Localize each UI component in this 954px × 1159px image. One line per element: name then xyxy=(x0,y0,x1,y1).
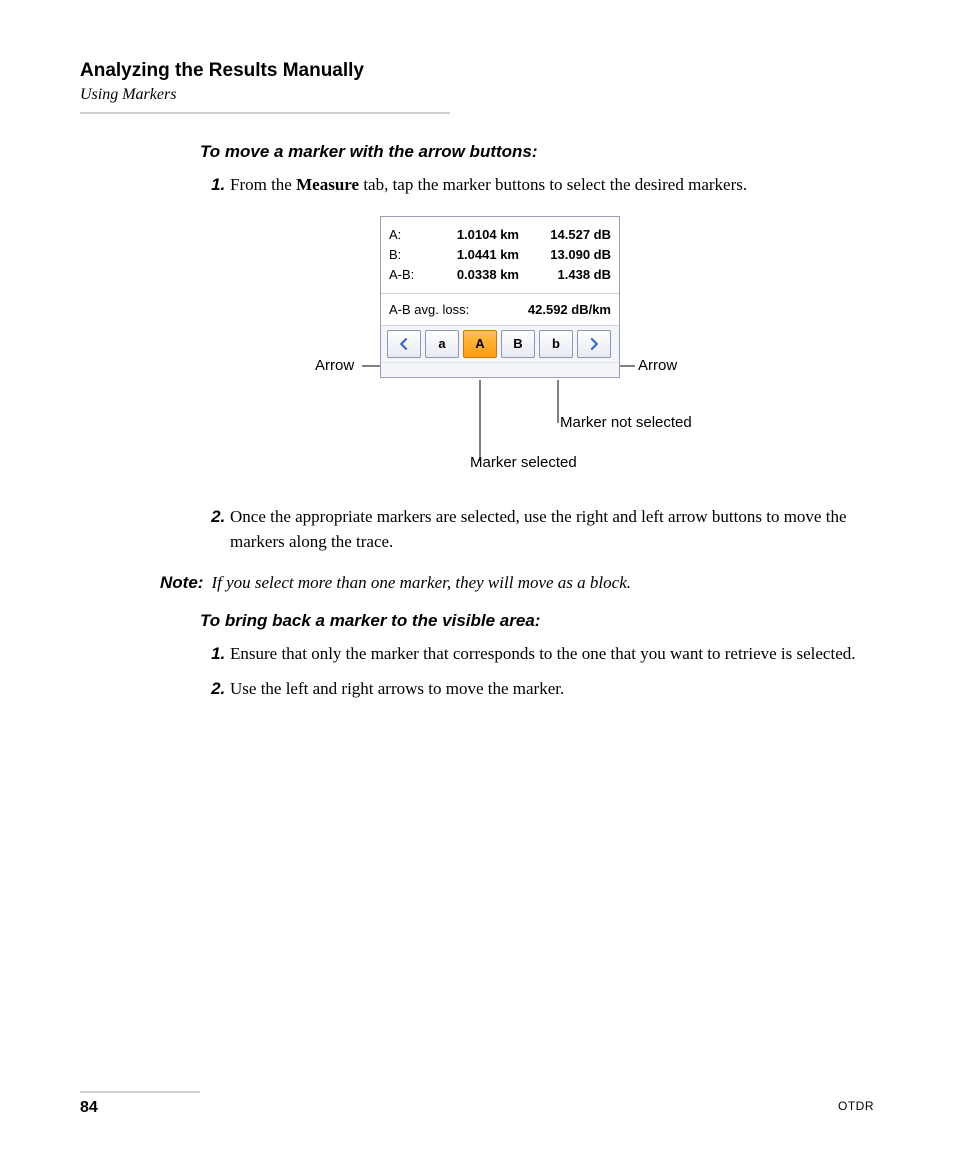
note-label: Note: xyxy=(160,573,203,593)
annot-marker-selected: Marker selected xyxy=(470,454,577,471)
panel-bottom-strip xyxy=(381,362,619,377)
ui-illustration: Arrow Arrow Marker not selected Marker s… xyxy=(230,216,780,486)
procedure1-list-cont: Once the appropriate markers are selecte… xyxy=(200,504,874,555)
row-loss: 1.438 dB xyxy=(525,265,611,285)
doc-label: OTDR xyxy=(838,1099,874,1117)
annot-arrow-left: Arrow xyxy=(315,357,354,374)
marker-button-row: a A B b xyxy=(381,325,619,362)
data-row-a: A: 1.0104 km 14.527 dB xyxy=(389,225,611,245)
data-row-ab: A-B: 0.0338 km 1.438 dB xyxy=(389,265,611,285)
procedure2-step2: Use the left and right arrows to move th… xyxy=(230,676,874,702)
row-loss: 14.527 dB xyxy=(525,225,611,245)
marker-a-upper-button[interactable]: A xyxy=(463,330,497,358)
step1-prefix: From the xyxy=(230,175,296,194)
page-number: 84 xyxy=(80,1099,98,1117)
row-label: A: xyxy=(389,225,429,245)
footer-rule xyxy=(80,1091,200,1093)
marker-panel: A: 1.0104 km 14.527 dB B: 1.0441 km 13.0… xyxy=(380,216,620,378)
marker-data-block: A: 1.0104 km 14.527 dB B: 1.0441 km 13.0… xyxy=(381,217,619,289)
subsection-title: Using Markers xyxy=(80,86,874,104)
page-footer: 84 OTDR xyxy=(80,1091,874,1117)
marker-b-upper-button[interactable]: B xyxy=(501,330,535,358)
procedure2-list: Ensure that only the marker that corresp… xyxy=(200,641,874,702)
arrow-right-button[interactable] xyxy=(577,330,611,358)
procedure1-heading: To move a marker with the arrow buttons: xyxy=(200,142,874,162)
arrow-left-button[interactable] xyxy=(387,330,421,358)
row-label: A-B: xyxy=(389,265,429,285)
annot-arrow-right: Arrow xyxy=(638,357,677,374)
data-row-b: B: 1.0441 km 13.090 dB xyxy=(389,245,611,265)
procedure1-step1: From the Measure tab, tap the marker but… xyxy=(230,172,874,198)
section-title: Analyzing the Results Manually xyxy=(80,60,874,82)
procedure1-step2: Once the appropriate markers are selecte… xyxy=(230,504,874,555)
note-text: If you select more than one marker, they… xyxy=(211,573,631,593)
procedure2-heading: To bring back a marker to the visible ar… xyxy=(200,611,874,631)
panel-sep xyxy=(381,293,619,294)
procedure2-step1: Ensure that only the marker that corresp… xyxy=(230,641,874,667)
row-dist: 0.0338 km xyxy=(429,265,525,285)
row-loss: 13.090 dB xyxy=(525,245,611,265)
marker-a-lower-button[interactable]: a xyxy=(425,330,459,358)
row-dist: 1.0104 km xyxy=(429,225,525,245)
procedure1-list: From the Measure tab, tap the marker but… xyxy=(200,172,874,198)
row-dist: 1.0441 km xyxy=(429,245,525,265)
row-label: B: xyxy=(389,245,429,265)
step1-suffix: tab, tap the marker buttons to select th… xyxy=(359,175,747,194)
step1-bold: Measure xyxy=(296,175,359,194)
avg-row: A-B avg. loss: 42.592 dB/km xyxy=(381,298,619,325)
annot-marker-not-selected: Marker not selected xyxy=(560,414,692,431)
note-block: Note: If you select more than one marker… xyxy=(160,573,874,593)
avg-label: A-B avg. loss: xyxy=(389,302,469,317)
header-rule xyxy=(80,112,450,114)
avg-value: 42.592 dB/km xyxy=(528,302,611,317)
marker-b-lower-button[interactable]: b xyxy=(539,330,573,358)
